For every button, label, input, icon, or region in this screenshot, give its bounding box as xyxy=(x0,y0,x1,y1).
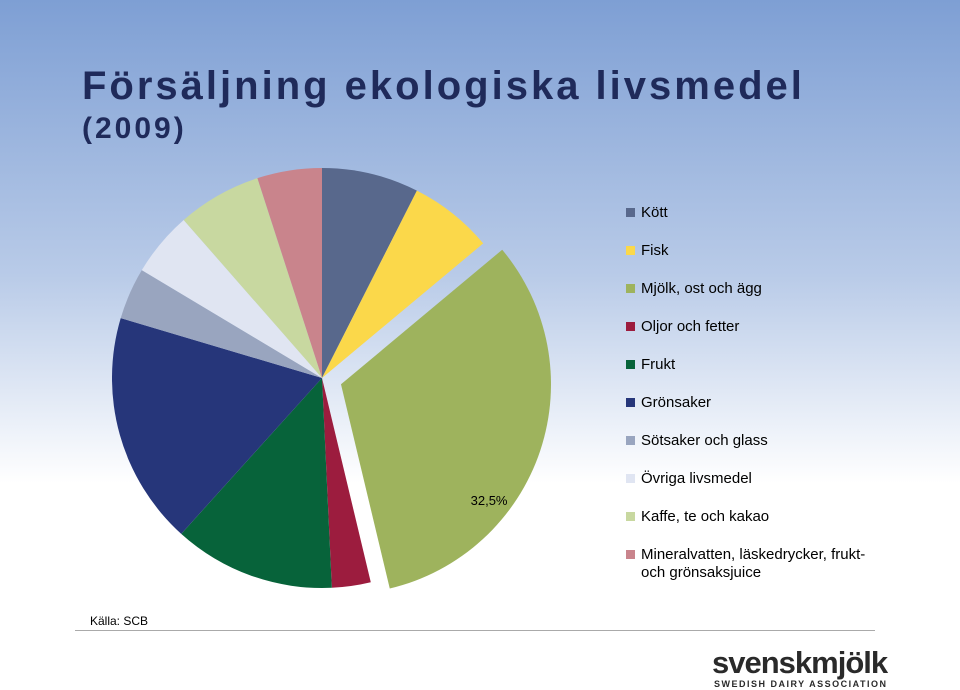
legend-item: Frukt xyxy=(626,356,876,394)
legend-item: Sötsaker och glass xyxy=(626,432,876,470)
legend-swatch xyxy=(626,246,635,255)
legend-label: Mineralvatten, läskedrycker, frukt- och … xyxy=(641,546,866,581)
pie-slice xyxy=(112,318,323,534)
pie-slice xyxy=(322,168,417,378)
pie-chart: 32,5% xyxy=(112,168,551,589)
logo-subtitle: SWEDISH DAIRY ASSOCIATION xyxy=(714,679,888,689)
legend-label: Oljor och fetter xyxy=(641,318,740,335)
pie-slice xyxy=(322,190,484,378)
pie-slice xyxy=(181,378,332,588)
legend-item: Mineralvatten, läskedrycker, frukt- och … xyxy=(626,546,876,584)
pie-slice xyxy=(322,378,371,588)
logo: svenskmjölk xyxy=(712,645,888,680)
legend-item: Kaffe, te och kakao xyxy=(626,508,876,546)
legend-swatch xyxy=(626,512,635,521)
legend-label: Mjölk, ost och ägg xyxy=(641,280,762,297)
legend-swatch xyxy=(626,284,635,293)
chart-subtitle: (2009) xyxy=(82,112,187,145)
legend-swatch xyxy=(626,208,635,217)
pie-slice xyxy=(183,178,322,378)
legend-swatch xyxy=(626,398,635,407)
legend-item: Kött xyxy=(626,204,876,242)
legend-item: Mjölk, ost och ägg xyxy=(626,280,876,318)
legend-swatch xyxy=(626,474,635,483)
pie-slice xyxy=(257,168,322,378)
legend-label: Sötsaker och glass xyxy=(641,432,768,449)
legend: Kött Fisk Mjölk, ost och ägg Oljor och fett… xyxy=(626,204,876,584)
pie-slice xyxy=(340,249,551,589)
legend-swatch xyxy=(626,322,635,331)
legend-item: Oljor och fetter xyxy=(626,318,876,356)
legend-label: Frukt xyxy=(641,356,676,373)
data-label: 32,5% xyxy=(471,493,508,508)
chart-title: Försäljning ekologiska livsmedel xyxy=(82,64,805,108)
legend-label: Övriga livsmedel xyxy=(641,470,752,487)
footer-rule xyxy=(75,630,875,631)
legend-label: Kaffe, te och kakao xyxy=(641,508,770,525)
legend-label: Fisk xyxy=(641,242,669,259)
source: Källa: SCB xyxy=(90,614,149,628)
pie-slice xyxy=(141,219,322,378)
legend-item: Övriga livsmedel xyxy=(626,470,876,508)
legend-swatch xyxy=(626,360,635,369)
legend-swatch xyxy=(626,436,635,445)
legend-item: Fisk xyxy=(626,242,876,280)
legend-item: Grönsaker xyxy=(626,394,876,432)
pie-slice xyxy=(120,270,322,378)
legend-swatch xyxy=(626,550,635,559)
legend-label: Kött xyxy=(641,204,668,221)
legend-label: Grönsaker xyxy=(641,394,712,411)
